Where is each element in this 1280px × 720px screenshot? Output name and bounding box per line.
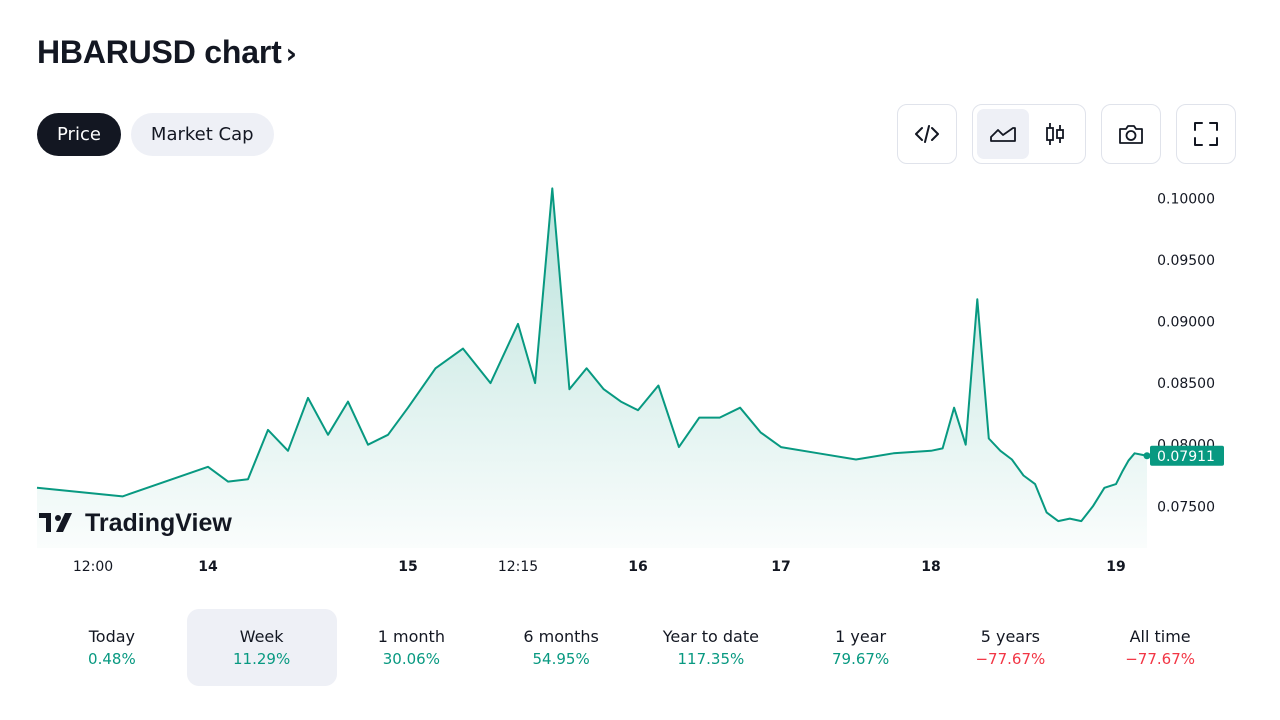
- period-6-months[interactable]: 6 months 54.95%: [486, 609, 636, 686]
- tradingview-logo-icon: [39, 513, 72, 532]
- price-line: [36, 187, 1148, 523]
- x-tick-label: 12:15: [498, 559, 538, 575]
- x-tick-label: 15: [398, 559, 417, 575]
- period-change: 79.67%: [832, 649, 890, 668]
- period-change: 30.06%: [382, 649, 440, 668]
- tradingview-logo: TradingView: [39, 509, 232, 537]
- price-chart[interactable]: 0.100000.095000.090000.085000.080000.075…: [0, 170, 1280, 590]
- period-change: 117.35%: [677, 649, 745, 668]
- y-tick-label: 0.08500: [1157, 376, 1215, 392]
- performance-periods: Today 0.48% Week 11.29% 1 month 30.06% 6…: [37, 609, 1235, 686]
- period-label: 1 month: [377, 626, 445, 646]
- chart-header-link[interactable]: HBARUSD chart ›: [37, 30, 297, 74]
- tab-market-cap[interactable]: Market Cap: [130, 113, 274, 156]
- x-tick-label: 16: [628, 559, 647, 575]
- price-area-fill: [37, 188, 1147, 548]
- embed-code-icon: [915, 125, 939, 143]
- fullscreen-button-group: [1176, 104, 1236, 164]
- x-tick-label: 18: [921, 559, 940, 575]
- candles-chart-button[interactable]: [1029, 109, 1081, 159]
- area-chart-icon: [990, 127, 1016, 142]
- period-year-to-date[interactable]: Year to date 117.35%: [636, 609, 786, 686]
- period-label: 1 year: [835, 626, 887, 646]
- x-tick-label: 12:00: [73, 559, 113, 575]
- period-5-years[interactable]: 5 years −77.67%: [936, 609, 1086, 686]
- period-week[interactable]: Week 11.29%: [186, 609, 337, 686]
- last-price-label: 0.07911: [1150, 445, 1224, 466]
- embed-button[interactable]: [901, 109, 953, 159]
- chart-style-group: [972, 104, 1086, 164]
- snapshot-button[interactable]: [1105, 109, 1157, 159]
- period-all-time[interactable]: All time −77.67%: [1085, 609, 1235, 686]
- y-tick-label: 0.09500: [1157, 253, 1215, 269]
- candles-icon: [1046, 123, 1064, 145]
- period-label: All time: [1129, 626, 1191, 646]
- period-today[interactable]: Today 0.48%: [37, 609, 187, 686]
- period-label: 5 years: [980, 626, 1041, 646]
- period-label: Year to date: [662, 626, 759, 646]
- period-label: Week: [239, 626, 284, 646]
- camera-icon: [1119, 125, 1143, 144]
- chevron-right-icon: ›: [285, 36, 298, 70]
- y-tick-label: 0.07500: [1157, 499, 1215, 515]
- fullscreen-icon: [1194, 122, 1218, 146]
- tradingview-logo-text: TradingView: [85, 509, 232, 537]
- period-change: 0.48%: [88, 649, 136, 668]
- period-change: 11.29%: [233, 649, 291, 668]
- x-tick-label: 14: [198, 559, 218, 575]
- x-axis: 12:00 14 15 12:15 16 17 18 19: [73, 559, 1126, 575]
- area-chart-button[interactable]: [977, 109, 1029, 159]
- tab-price[interactable]: Price: [37, 113, 121, 156]
- x-tick-label: 17: [771, 559, 790, 575]
- page-title: HBARUSD chart: [37, 33, 282, 70]
- period-1-year[interactable]: 1 year 79.67%: [786, 609, 936, 686]
- period-1-month[interactable]: 1 month 30.06%: [337, 609, 487, 686]
- period-change: −77.67%: [975, 649, 1046, 668]
- period-change: −77.67%: [1125, 649, 1195, 668]
- period-label: Today: [88, 626, 136, 646]
- snapshot-button-group: [1101, 104, 1161, 164]
- y-axis: 0.100000.095000.090000.085000.080000.075…: [1157, 191, 1215, 515]
- last-price-dot: [1143, 452, 1151, 460]
- chart-type-tabs: Price Market Cap: [37, 113, 274, 156]
- period-change: 54.95%: [532, 649, 590, 668]
- y-tick-label: 0.10000: [1157, 191, 1215, 207]
- fullscreen-button[interactable]: [1180, 109, 1232, 159]
- embed-button-group: [897, 104, 957, 164]
- y-tick-label: 0.09000: [1157, 314, 1215, 330]
- period-label: 6 months: [523, 626, 599, 646]
- x-tick-label: 19: [1106, 559, 1125, 575]
- svg-text:0.07911: 0.07911: [1157, 449, 1215, 465]
